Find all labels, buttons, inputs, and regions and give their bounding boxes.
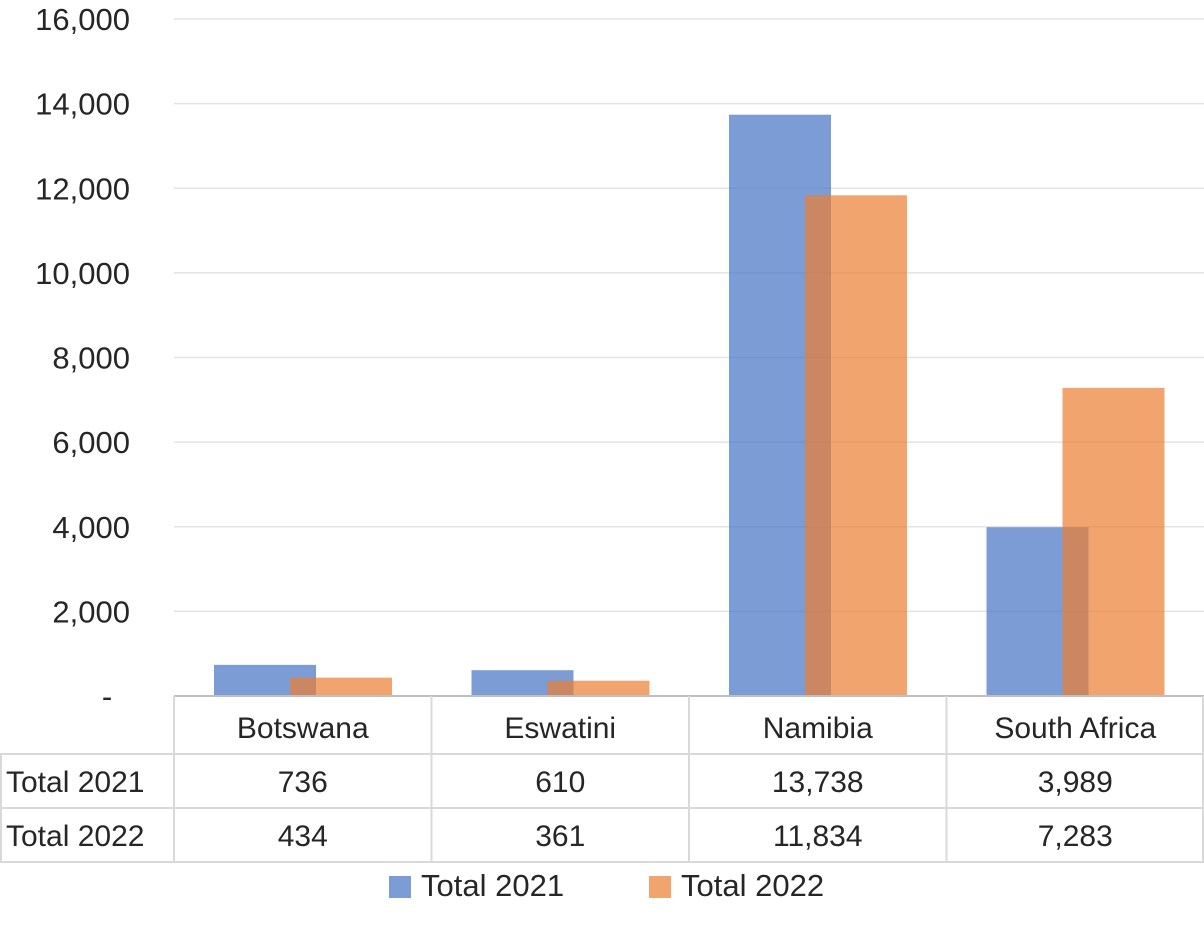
bars xyxy=(174,114,1204,697)
table-cell-total-2021-south-africa: 3,989 xyxy=(1038,766,1113,799)
table-row-label-total-2022: Total 2022 xyxy=(6,820,144,853)
data-table: Botswana Eswatini Namibia South Africa Total… xyxy=(0,696,1204,863)
legend: Total 2021 Total 2022 xyxy=(389,868,824,903)
table-cell-total-2022-botswana: 434 xyxy=(278,820,328,853)
y-axis: - 2,000 4,000 6,000 8,000 10,000 12,000 14,000 1… xyxy=(35,2,130,714)
table-cell-total-2022-namibia: 11,834 xyxy=(773,820,863,853)
y-tick-label-10000: 10,000 xyxy=(35,256,130,291)
table-row-label-total-2021: Total 2021 xyxy=(6,766,144,799)
y-tick-label-8000: 8,000 xyxy=(52,341,130,376)
y-tick-label-0: - xyxy=(102,679,112,714)
table-header-namibia: Namibia xyxy=(763,712,873,745)
bar-total-2022-eswatini xyxy=(547,680,650,696)
legend-swatch-total-2022 xyxy=(649,876,671,898)
bar-total-2022-south-africa xyxy=(1062,387,1165,696)
legend-label-total-2022: Total 2022 xyxy=(681,868,824,903)
table-cell-total-2022-south-africa: 7,283 xyxy=(1038,820,1113,853)
table-header-south-africa: South Africa xyxy=(994,712,1156,745)
legend-label-total-2021: Total 2021 xyxy=(421,868,564,903)
table-cell-total-2021-eswatini: 610 xyxy=(535,766,585,799)
y-tick-label-12000: 12,000 xyxy=(35,171,130,206)
bar-total-2022-namibia xyxy=(805,195,907,697)
bar-total-2022-botswana xyxy=(290,677,392,696)
table-header-eswatini: Eswatini xyxy=(504,712,616,745)
table-cell-total-2021-namibia: 13,738 xyxy=(772,766,864,799)
legend-swatch-total-2021 xyxy=(389,876,411,898)
gridlines xyxy=(174,18,1204,613)
y-tick-label-16000: 16,000 xyxy=(35,2,130,37)
y-tick-label-6000: 6,000 xyxy=(52,425,130,460)
table-cell-total-2022-eswatini: 361 xyxy=(535,820,585,853)
y-tick-label-14000: 14,000 xyxy=(35,87,130,122)
table-header-botswana: Botswana xyxy=(237,712,369,745)
y-tick-label-4000: 4,000 xyxy=(52,510,130,545)
table-cell-total-2021-botswana: 736 xyxy=(278,766,328,799)
y-tick-label-2000: 2,000 xyxy=(52,594,130,629)
